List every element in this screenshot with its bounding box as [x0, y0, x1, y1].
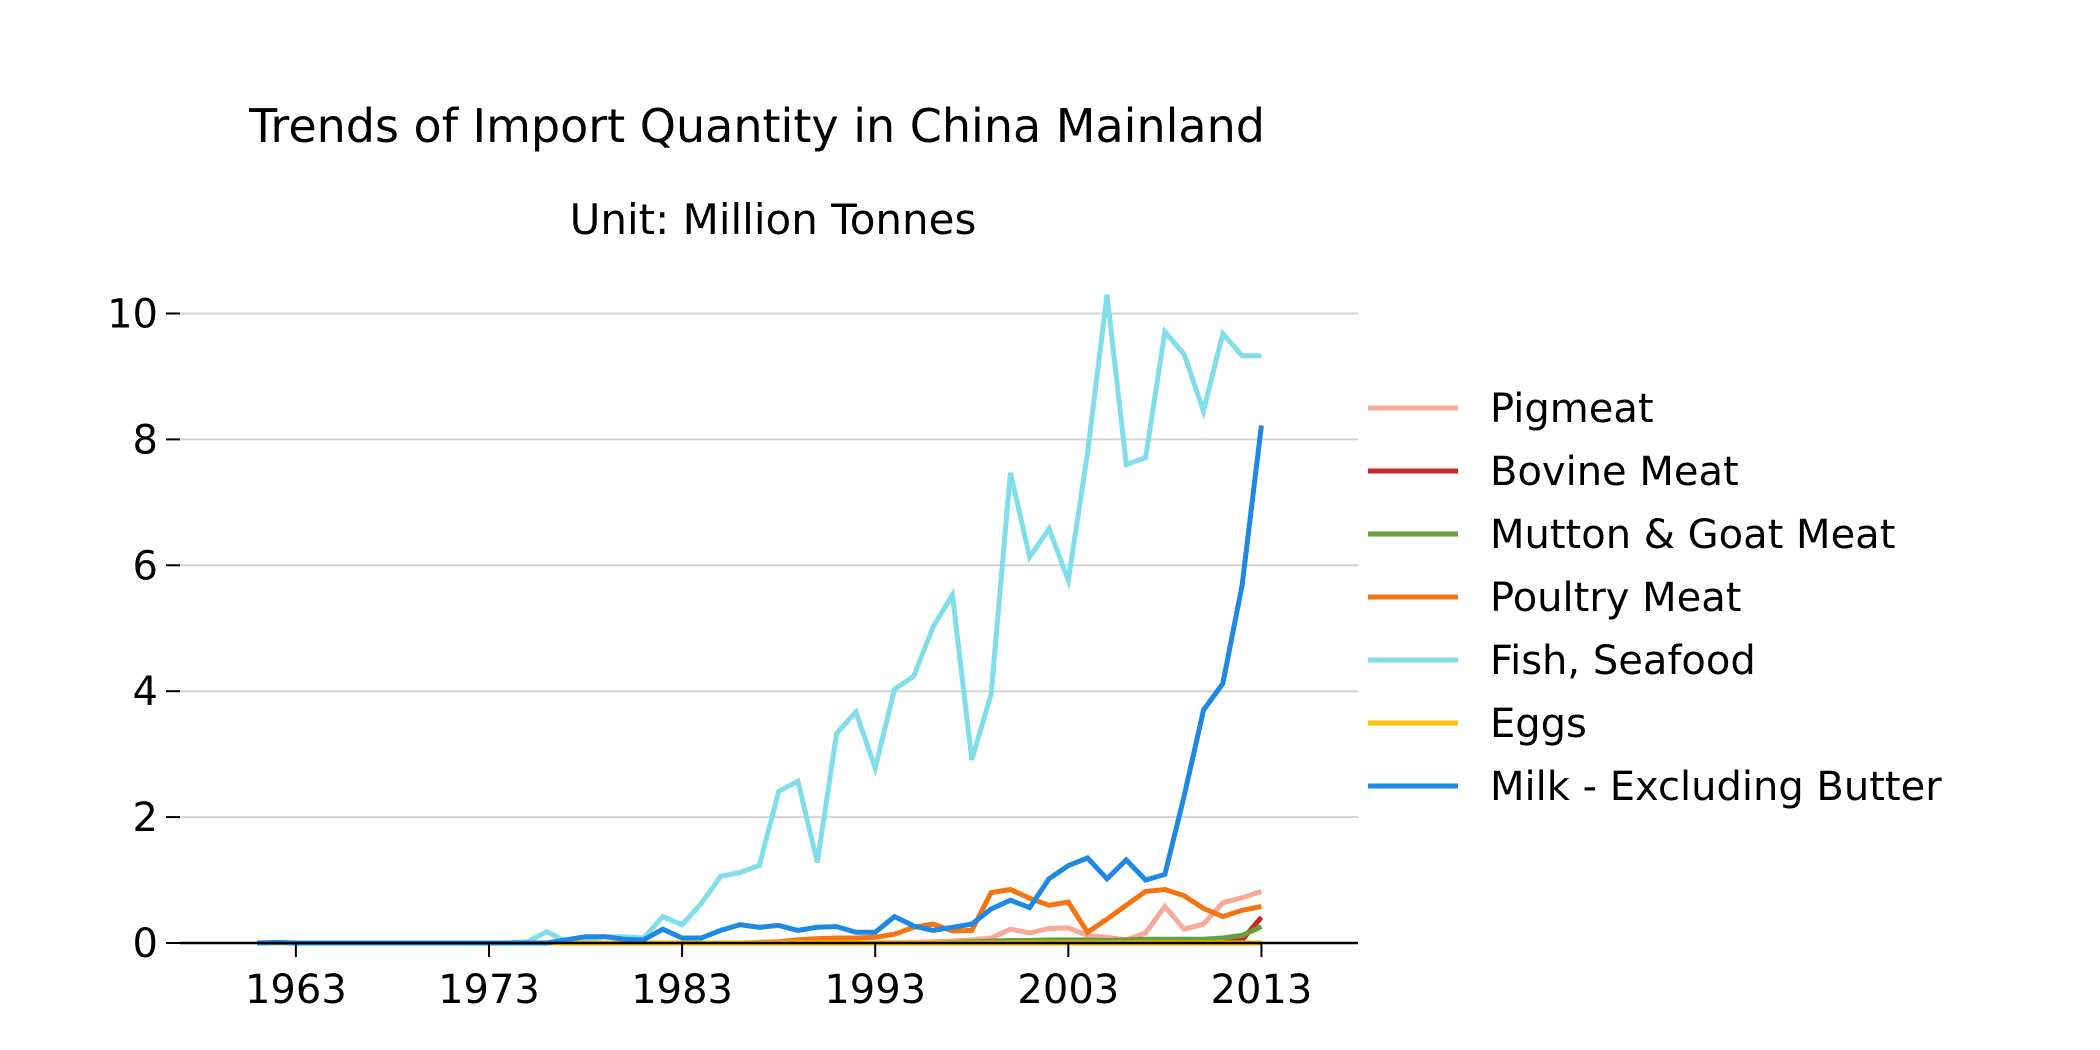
chart-title: Trends of Import Quantity in China Mainl… — [248, 99, 1265, 153]
legend-label-2: Mutton & Goat Meat — [1490, 512, 1895, 558]
x-tick-label-1973: 1973 — [438, 967, 540, 1013]
y-tick-label-6: 6 — [133, 543, 158, 589]
legend-label-3: Poultry Meat — [1490, 575, 1741, 621]
gridlines — [180, 312, 1358, 819]
x-tick-label-1983: 1983 — [631, 967, 733, 1013]
axes: 1963 1973 1983 1993 2003 2013 0 2 4 6 8 10 — [107, 291, 1358, 1013]
plot-area — [257, 294, 1264, 946]
x-tick-label-2003: 2003 — [1017, 967, 1119, 1013]
legend-label-0: Pigmeat — [1490, 386, 1654, 432]
legend-label-4: Fish, Seafood — [1490, 638, 1756, 684]
x-tick-label-2013: 2013 — [1211, 967, 1313, 1013]
legend-label-1: Bovine Meat — [1490, 449, 1739, 495]
y-tick-label-4: 4 — [133, 669, 158, 715]
y-tick-label-2: 2 — [133, 795, 158, 841]
legend-label-5: Eggs — [1490, 701, 1587, 747]
series-line-3 — [257, 886, 1262, 946]
x-tick-label-1993: 1993 — [824, 967, 926, 1013]
y-tick-label-0: 0 — [133, 921, 158, 967]
x-tick-label-1963: 1963 — [245, 967, 347, 1013]
legend-label-6: Milk - Excluding Butter — [1490, 764, 1942, 810]
series-line-4 — [257, 294, 1262, 946]
legend: Pigmeat Bovine Meat Mutton & Goat Meat Poul… — [1368, 386, 1942, 810]
y-tick-label-10: 10 — [107, 291, 158, 337]
chart-subtitle: Unit: Million Tonnes — [570, 195, 977, 244]
y-tick-label-8: 8 — [133, 417, 158, 463]
